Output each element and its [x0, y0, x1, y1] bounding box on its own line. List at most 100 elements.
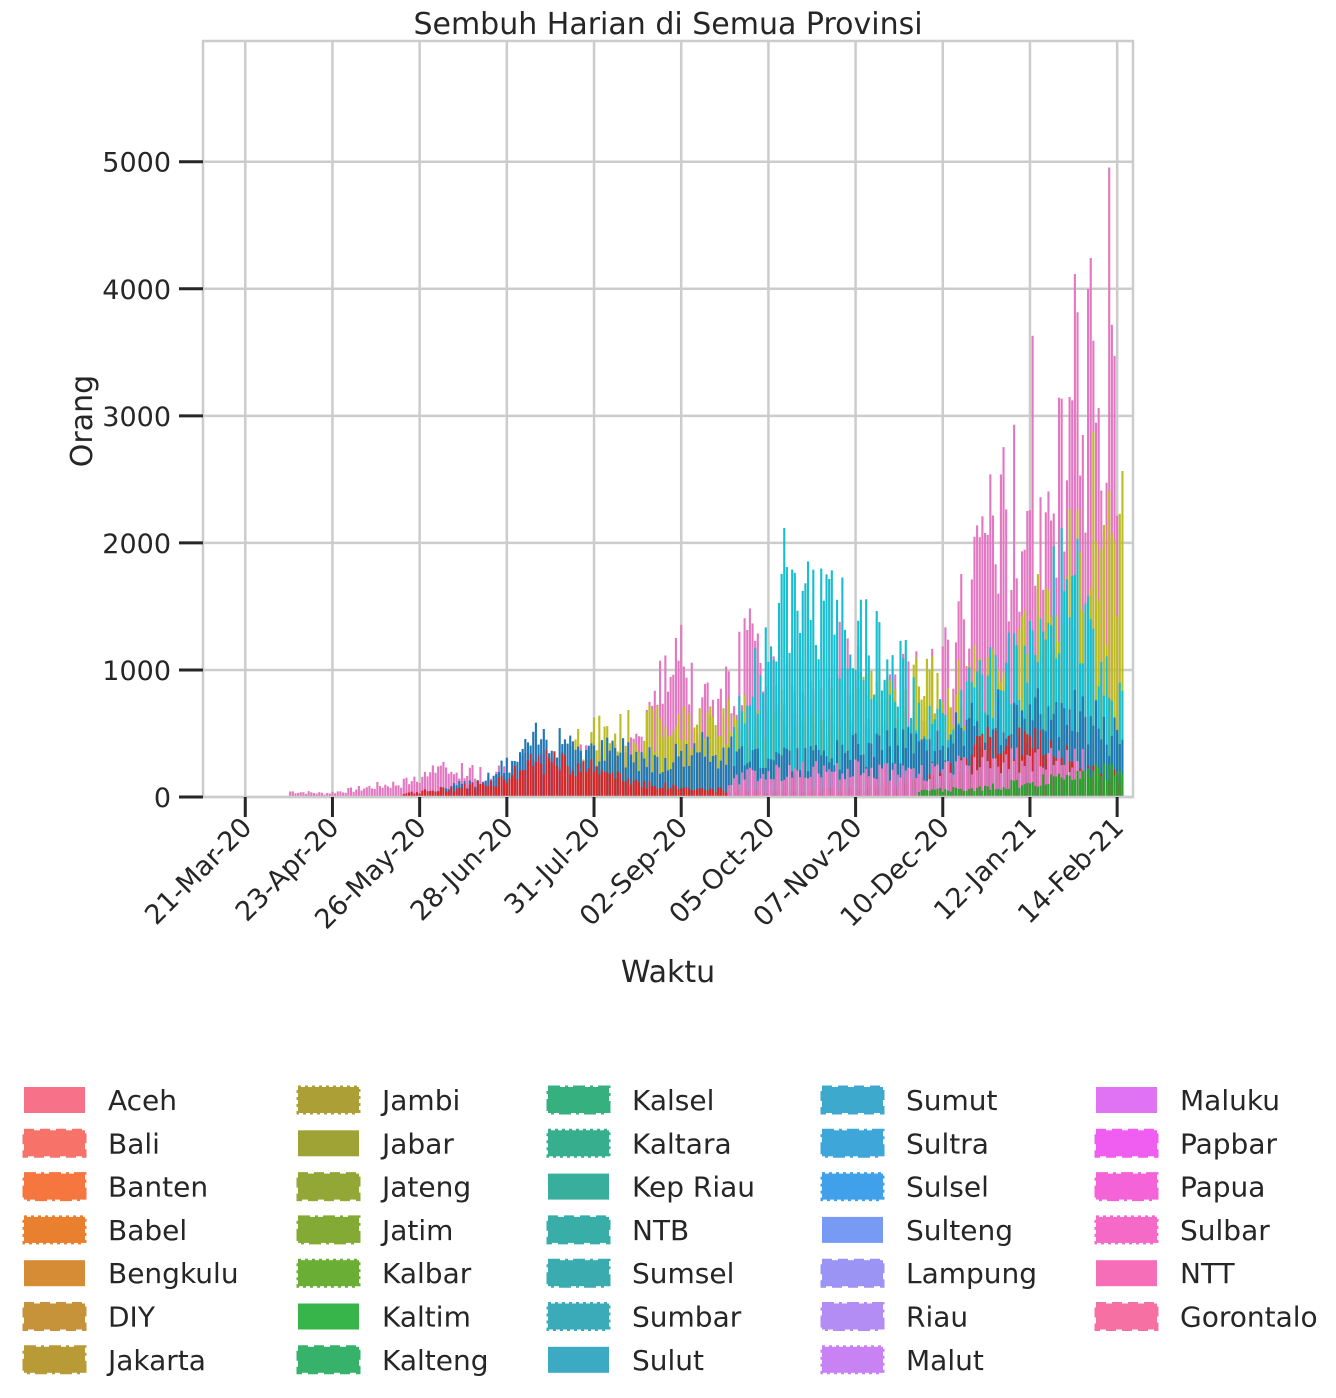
bar [445, 767, 448, 797]
bar [1013, 780, 1016, 797]
bar [1039, 766, 1042, 797]
bar [820, 755, 823, 797]
bar [1015, 780, 1018, 797]
bar [711, 789, 714, 797]
bar [997, 766, 1000, 797]
legend-label: Papua [1180, 1171, 1265, 1204]
bar [582, 761, 585, 797]
bar [434, 772, 437, 797]
bar [320, 792, 323, 797]
bar [981, 516, 984, 797]
legend-label: Bali [108, 1127, 160, 1160]
bar [814, 645, 818, 797]
bar [783, 528, 786, 797]
bar [450, 787, 453, 797]
bar [931, 762, 934, 797]
bar [828, 578, 831, 797]
bar [442, 787, 445, 797]
bar [785, 567, 788, 797]
bar [783, 779, 786, 797]
bar [437, 766, 440, 797]
bar [1118, 682, 1121, 797]
bar [1087, 288, 1090, 797]
bar [904, 770, 907, 797]
bar [680, 788, 683, 797]
bar [592, 771, 596, 797]
bar [925, 790, 928, 797]
bar [788, 765, 791, 797]
bar [931, 723, 934, 797]
bar [746, 769, 749, 797]
legend-label: Sulbar [1180, 1214, 1270, 1247]
bar [1055, 702, 1058, 797]
bar [1118, 513, 1121, 797]
bar [891, 769, 894, 797]
bar [1047, 752, 1050, 797]
bar [606, 737, 609, 797]
legend-swatch [24, 1087, 85, 1113]
bar [355, 789, 358, 797]
legend-label: NTT [1180, 1257, 1236, 1290]
bar [978, 660, 981, 797]
bar [899, 777, 902, 797]
bar [939, 699, 942, 797]
bar [875, 733, 878, 797]
bar [772, 779, 775, 797]
bar [1020, 760, 1024, 797]
bar [933, 789, 936, 797]
bar [1005, 509, 1008, 797]
bar [904, 640, 907, 797]
bar [952, 743, 955, 797]
bar [466, 789, 469, 797]
bar [574, 749, 577, 797]
bar [711, 756, 714, 797]
legend-swatch [546, 1215, 611, 1245]
bar [867, 742, 870, 797]
bar [949, 791, 952, 797]
legend-swatch [298, 1303, 359, 1330]
bar [849, 654, 852, 797]
bar [318, 792, 321, 797]
bar [640, 752, 643, 797]
bar [682, 706, 685, 797]
bar [434, 791, 437, 797]
bar [944, 789, 947, 797]
bar [983, 749, 987, 797]
bar [1044, 769, 1047, 797]
bar [970, 702, 973, 797]
bar [627, 778, 630, 797]
bar [550, 762, 553, 797]
bar [939, 775, 942, 797]
bar [635, 779, 638, 797]
bar [622, 738, 625, 797]
bar [1063, 779, 1066, 797]
bar [717, 736, 720, 797]
bar [828, 769, 831, 797]
bar [505, 757, 508, 797]
bar [524, 739, 527, 797]
bar [1034, 752, 1037, 797]
bar [793, 768, 796, 797]
bar [614, 778, 617, 797]
bar [1113, 541, 1116, 797]
bar [902, 729, 905, 797]
bar [516, 779, 519, 797]
x-axis: 21-Mar-2023-Apr-2026-May-2028-Jun-2031-J… [139, 797, 1130, 935]
bar [1089, 619, 1092, 797]
bar [455, 772, 458, 797]
bar [1042, 631, 1045, 797]
bar [759, 778, 762, 797]
bar [983, 785, 987, 797]
bar [1036, 749, 1039, 797]
bar [1005, 788, 1008, 797]
bar [1018, 772, 1021, 797]
bar [925, 658, 928, 797]
bar [592, 745, 596, 797]
bar [878, 622, 881, 797]
bar [674, 637, 677, 797]
bar [1031, 781, 1034, 797]
bar [725, 764, 728, 797]
bar [1031, 630, 1034, 797]
bar [672, 762, 675, 797]
bar [976, 525, 979, 797]
